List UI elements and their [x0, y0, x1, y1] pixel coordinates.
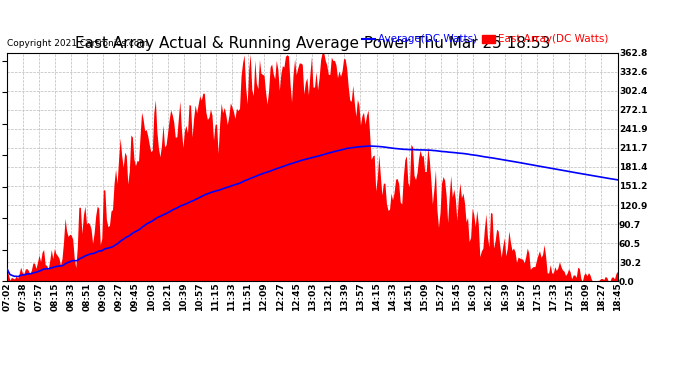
Text: Copyright 2021 Cartronics.com: Copyright 2021 Cartronics.com	[7, 39, 148, 48]
Legend: Average(DC Watts), East Array(DC Watts): Average(DC Watts), East Array(DC Watts)	[358, 30, 612, 49]
Title: East Array Actual & Running Average Power Thu Mar 25 18:53: East Array Actual & Running Average Powe…	[75, 36, 550, 51]
